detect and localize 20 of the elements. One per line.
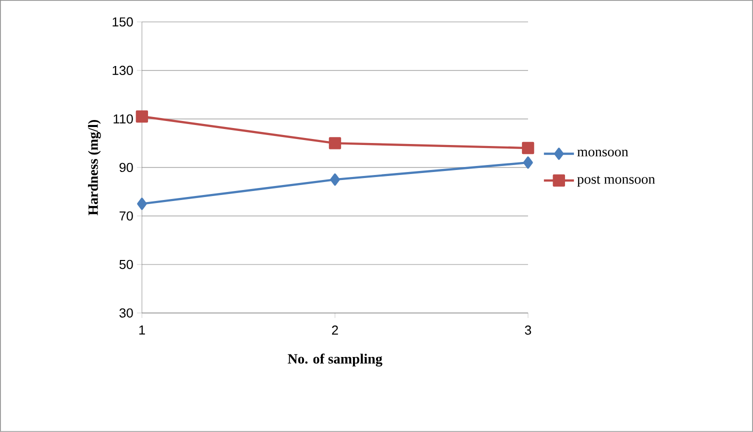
y-tick-label: 90 (120, 162, 133, 172)
y-tick-label: 130 (112, 66, 133, 76)
x-tick-label: 3 (524, 326, 532, 335)
legend-label: monsoon (577, 150, 628, 156)
x-tick-label: 1 (139, 326, 145, 335)
y-tick-label: 50 (119, 260, 133, 270)
point (328, 137, 342, 150)
x-axis-title: No. of sampling (288, 354, 382, 367)
legend-label: post monsoon (577, 176, 656, 187)
y-tick-label: 30 (119, 308, 133, 318)
point (137, 198, 147, 210)
point (523, 156, 533, 169)
point (136, 110, 148, 123)
y-axis-title: Hardness (mg/l) (88, 120, 101, 216)
y-tick-label: 150 (112, 17, 133, 27)
point (522, 142, 534, 154)
y-tick-label: 110 (114, 114, 133, 124)
point (330, 174, 340, 186)
y-tick-label: 70 (120, 211, 133, 221)
x-tick-label: 2 (332, 326, 338, 335)
